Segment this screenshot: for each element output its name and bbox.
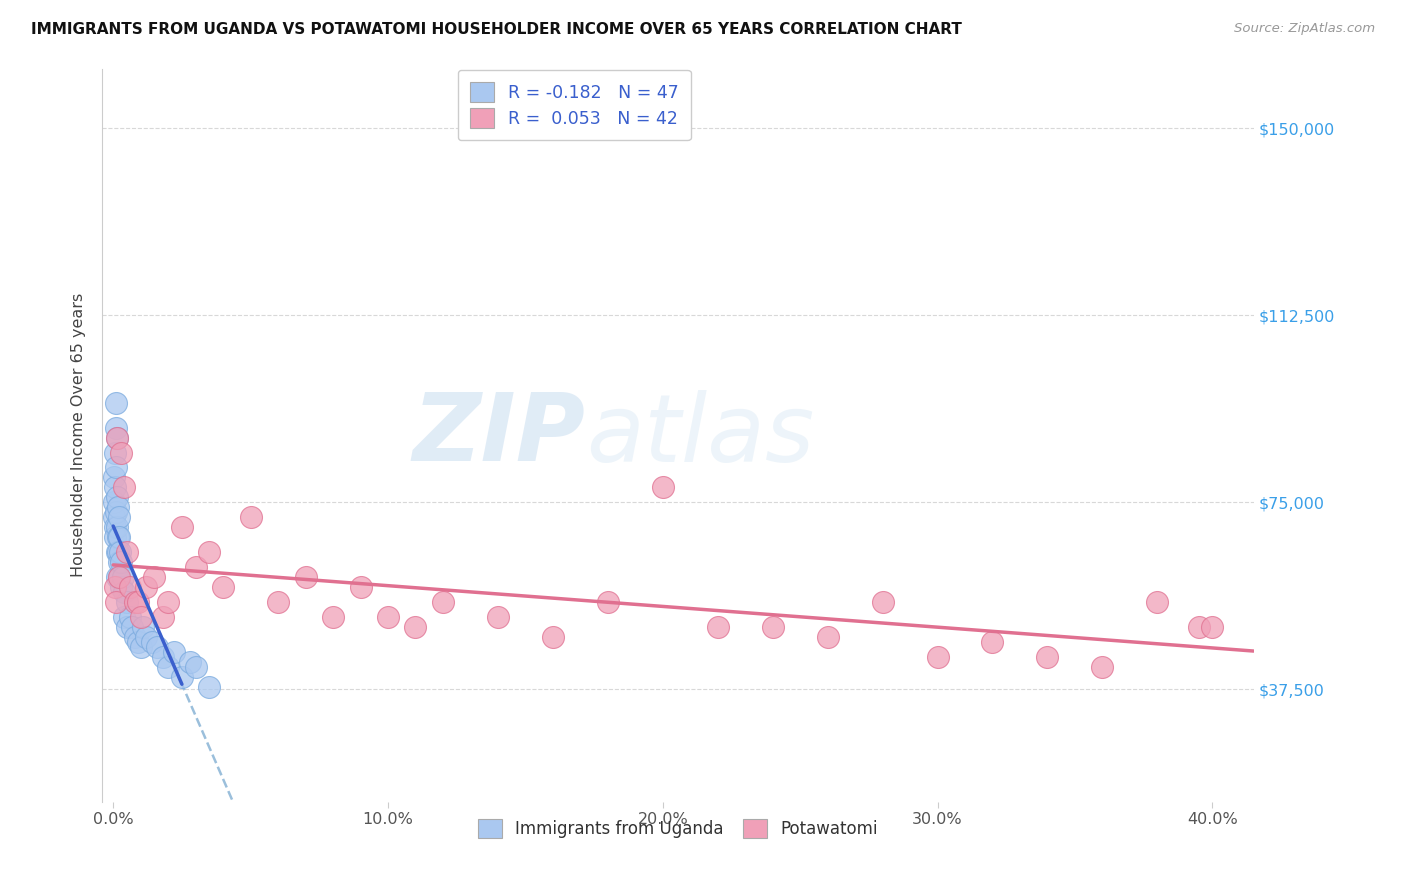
Point bbox=[163, 645, 186, 659]
Point bbox=[115, 545, 138, 559]
Point bbox=[115, 595, 138, 609]
Point bbox=[105, 545, 128, 559]
Point bbox=[107, 510, 129, 524]
Point bbox=[105, 431, 128, 445]
Point bbox=[107, 570, 129, 584]
Point bbox=[157, 660, 180, 674]
Point bbox=[152, 610, 174, 624]
Point bbox=[184, 560, 207, 574]
Point bbox=[212, 580, 235, 594]
Point bbox=[198, 680, 221, 694]
Point bbox=[432, 595, 454, 609]
Point bbox=[127, 595, 149, 609]
Point bbox=[146, 640, 169, 654]
Point bbox=[1091, 660, 1114, 674]
Point bbox=[118, 610, 141, 624]
Point bbox=[141, 635, 163, 649]
Point bbox=[108, 530, 131, 544]
Point bbox=[107, 570, 129, 584]
Point bbox=[112, 610, 135, 624]
Point bbox=[127, 635, 149, 649]
Point bbox=[104, 520, 127, 534]
Point bbox=[349, 580, 371, 594]
Point bbox=[124, 630, 146, 644]
Point bbox=[1187, 620, 1209, 634]
Point bbox=[129, 610, 152, 624]
Point bbox=[322, 610, 344, 624]
Point bbox=[124, 595, 146, 609]
Point bbox=[239, 510, 262, 524]
Point bbox=[118, 580, 141, 594]
Point bbox=[110, 445, 132, 459]
Point bbox=[105, 491, 128, 505]
Point bbox=[105, 520, 128, 534]
Point bbox=[104, 530, 127, 544]
Point bbox=[103, 510, 125, 524]
Point bbox=[927, 650, 949, 665]
Point bbox=[179, 655, 201, 669]
Point bbox=[294, 570, 316, 584]
Point bbox=[107, 530, 129, 544]
Point bbox=[104, 460, 127, 475]
Point bbox=[104, 505, 127, 519]
Point bbox=[104, 420, 127, 434]
Y-axis label: Householder Income Over 65 years: Householder Income Over 65 years bbox=[72, 293, 86, 577]
Text: atlas: atlas bbox=[586, 390, 814, 481]
Point bbox=[129, 640, 152, 654]
Point bbox=[486, 610, 509, 624]
Point bbox=[104, 480, 127, 494]
Point bbox=[135, 580, 157, 594]
Text: ZIP: ZIP bbox=[413, 389, 586, 481]
Point bbox=[541, 630, 564, 644]
Point bbox=[198, 545, 221, 559]
Point bbox=[108, 545, 131, 559]
Point bbox=[103, 470, 125, 484]
Point bbox=[105, 570, 128, 584]
Point bbox=[107, 555, 129, 569]
Point bbox=[115, 620, 138, 634]
Point bbox=[111, 570, 134, 584]
Point bbox=[170, 520, 193, 534]
Point bbox=[104, 595, 127, 609]
Point bbox=[105, 431, 128, 445]
Point bbox=[103, 445, 125, 459]
Point bbox=[1036, 650, 1059, 665]
Point bbox=[107, 545, 129, 559]
Point bbox=[103, 495, 125, 509]
Point bbox=[377, 610, 399, 624]
Point bbox=[981, 635, 1004, 649]
Point bbox=[104, 395, 127, 409]
Point bbox=[267, 595, 290, 609]
Text: Source: ZipAtlas.com: Source: ZipAtlas.com bbox=[1234, 22, 1375, 36]
Point bbox=[121, 620, 143, 634]
Point bbox=[112, 480, 135, 494]
Legend: Immigrants from Uganda, Potawatomi: Immigrants from Uganda, Potawatomi bbox=[471, 812, 884, 845]
Point bbox=[143, 570, 166, 584]
Point bbox=[103, 580, 125, 594]
Point bbox=[112, 585, 135, 599]
Point bbox=[157, 595, 180, 609]
Point bbox=[596, 595, 619, 609]
Point bbox=[152, 650, 174, 665]
Point bbox=[184, 660, 207, 674]
Point bbox=[1201, 620, 1223, 634]
Point bbox=[404, 620, 426, 634]
Text: IMMIGRANTS FROM UGANDA VS POTAWATOMI HOUSEHOLDER INCOME OVER 65 YEARS CORRELATIO: IMMIGRANTS FROM UGANDA VS POTAWATOMI HOU… bbox=[31, 22, 962, 37]
Point bbox=[762, 620, 785, 634]
Point bbox=[110, 580, 132, 594]
Point bbox=[872, 595, 894, 609]
Point bbox=[132, 620, 155, 634]
Point bbox=[1146, 595, 1168, 609]
Point bbox=[170, 670, 193, 684]
Point bbox=[817, 630, 839, 644]
Point bbox=[107, 500, 129, 515]
Point bbox=[706, 620, 728, 634]
Point bbox=[110, 555, 132, 569]
Point bbox=[135, 630, 157, 644]
Point bbox=[651, 480, 673, 494]
